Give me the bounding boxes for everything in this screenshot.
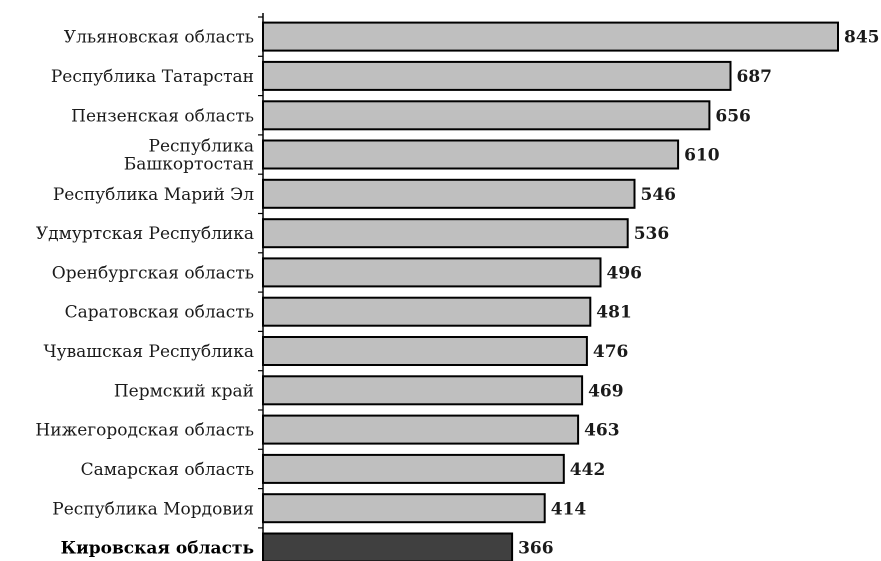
category-label-line: Ульяновская область	[64, 28, 254, 48]
category-label-line: Кировская область	[61, 539, 254, 559]
bar	[262, 414, 580, 445]
bar	[262, 257, 602, 288]
value-label: 610	[684, 146, 720, 166]
category-label: Самарская область	[81, 460, 254, 480]
category-label-line: Самарская область	[81, 460, 254, 480]
value-label: 687	[737, 67, 773, 87]
bar	[262, 493, 546, 524]
value-label: 496	[607, 263, 643, 283]
bar	[262, 453, 565, 484]
category-label: Пензенская область	[71, 106, 254, 126]
bar	[262, 60, 732, 91]
category-label-line: Оренбургская область	[52, 263, 254, 283]
category-label: Чувашская Республика	[43, 342, 254, 362]
category-label: Оренбургская область	[52, 263, 254, 283]
category-label: Нижегородская область	[35, 421, 254, 441]
category-label: Кировская область	[61, 539, 254, 559]
category-label-line: Пермский край	[114, 381, 254, 401]
category-label: Республика Марий Эл	[53, 185, 254, 205]
bars-layer	[262, 21, 839, 561]
category-label: Пермский край	[114, 381, 254, 401]
category-label-line: Пензенская область	[71, 106, 254, 126]
value-label: 536	[634, 224, 670, 244]
value-label: 366	[518, 539, 554, 559]
category-label-line: Башкортостан	[124, 155, 254, 175]
bar	[262, 21, 839, 52]
value-label: 442	[570, 460, 606, 480]
bar-highlighted	[262, 532, 514, 561]
bar	[262, 296, 592, 327]
category-label: Ульяновская область	[64, 28, 254, 48]
bar	[262, 178, 636, 209]
bar	[262, 218, 629, 249]
category-label-line: Саратовская область	[65, 303, 254, 323]
value-label: 463	[584, 421, 620, 441]
bar	[262, 375, 584, 406]
bar	[262, 139, 680, 170]
category-label: Республика Татарстан	[51, 67, 254, 87]
category-label-line: Нижегородская область	[35, 421, 254, 441]
category-label: Республика Мордовия	[52, 499, 254, 519]
value-labels-layer: 845 687 656 610 546 536 496 481 476 469 463 442 414 3…	[518, 28, 879, 559]
value-label: 476	[593, 342, 629, 362]
category-label: Республика Башкортостан	[124, 137, 254, 175]
category-label-line: Республика Марий Эл	[53, 185, 254, 205]
category-labels-layer: Ульяновская область Республика Татарстан П…	[35, 28, 254, 559]
value-label: 546	[641, 185, 677, 205]
value-label: 481	[596, 303, 632, 323]
value-label: 656	[715, 106, 751, 126]
category-label: Саратовская область	[65, 303, 254, 323]
category-label-line: Республика Татарстан	[51, 67, 254, 87]
category-label-line: Республика	[149, 137, 254, 157]
axis-layer	[258, 13, 264, 561]
category-label: Удмуртская Республика	[36, 224, 254, 244]
category-label-line: Удмуртская Республика	[36, 224, 254, 244]
category-label-line: Чувашская Республика	[43, 342, 254, 362]
value-label: 845	[844, 28, 880, 48]
bar	[262, 336, 588, 366]
category-label-line: Республика Мордовия	[52, 499, 254, 519]
bar	[262, 100, 711, 131]
value-label: 469	[588, 381, 624, 401]
value-label: 414	[551, 499, 587, 519]
